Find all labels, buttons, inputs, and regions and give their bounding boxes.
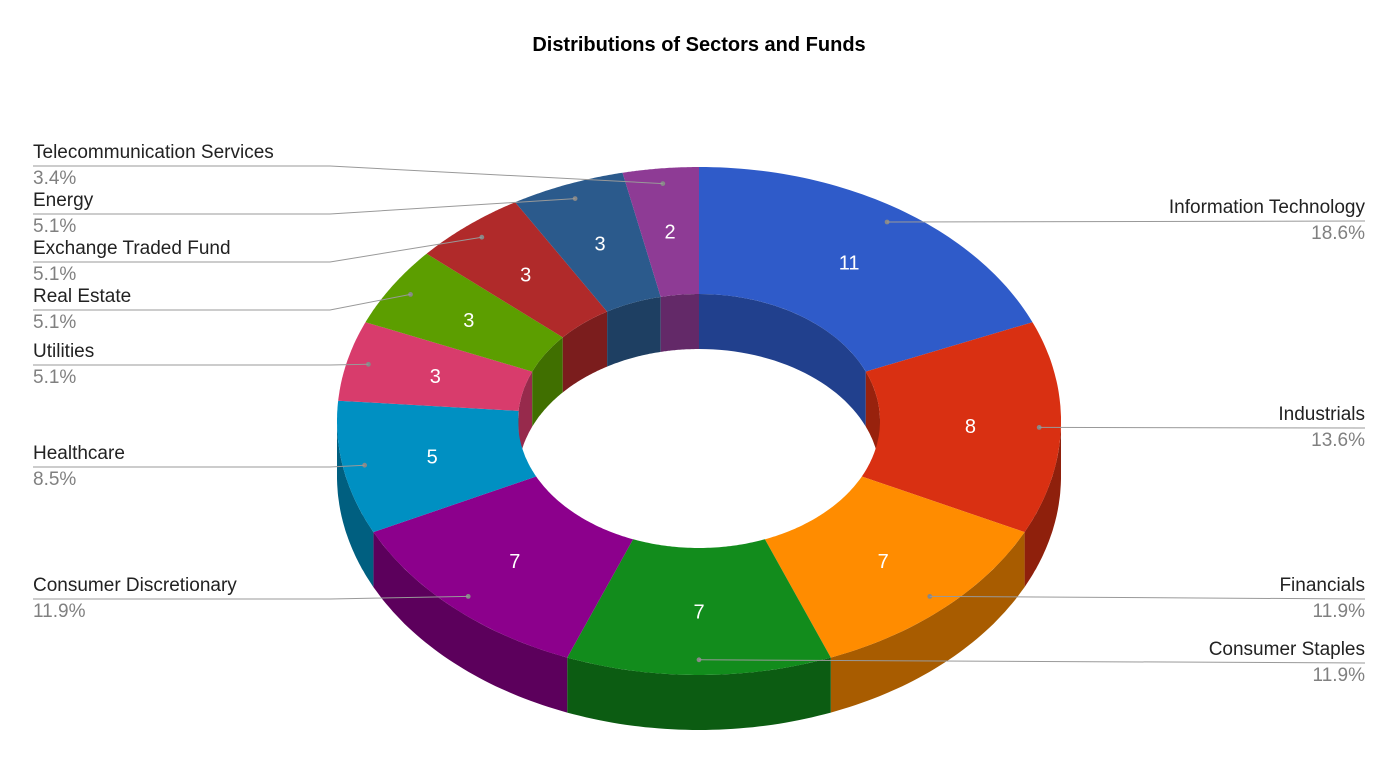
slice-value-exchange-traded-fund: 3 xyxy=(520,264,531,286)
label-energy: Energy xyxy=(33,190,94,211)
leader-line-information-technology xyxy=(887,220,1366,223)
leader-line-healthcare xyxy=(33,464,365,468)
leader-line-energy xyxy=(33,198,576,215)
percent-telecommunication-services: 3.4% xyxy=(33,168,76,189)
slice-value-real-estate: 3 xyxy=(463,310,474,332)
percent-real-estate: 5.1% xyxy=(33,312,76,333)
leader-line-consumer-staples xyxy=(698,659,1366,664)
slice-values: 11 8 7 7 7 5 3 3 3 3 2 xyxy=(427,222,976,624)
leader-dot-consumer-staples xyxy=(696,657,702,663)
slice-value-energy: 3 xyxy=(595,234,606,256)
leader-line-telecommunication-services xyxy=(33,165,663,185)
percent-financials: 11.9% xyxy=(1313,601,1366,622)
slice-utilities xyxy=(338,322,533,411)
slice-value-utilities: 3 xyxy=(430,366,441,388)
slice-financials xyxy=(764,476,1025,658)
label-healthcare: Healthcare xyxy=(33,443,125,464)
slice-inner-information-technology-0 xyxy=(699,294,866,427)
slice-energy xyxy=(515,172,661,312)
slice-inner-telecommunication-services-1 xyxy=(660,294,699,352)
slice-inner-real-estate-1 xyxy=(532,337,563,427)
percent-consumer-discretionary: 11.9% xyxy=(33,601,86,622)
chart-title: Distributions of Sectors and Funds xyxy=(532,34,865,56)
slice-labels: Information Technology 18.6% Industrials 13… xyxy=(33,142,1365,686)
leader-line-financials xyxy=(929,595,1366,600)
slice-depth-healthcare xyxy=(337,421,374,588)
percent-utilities: 5.1% xyxy=(33,367,76,388)
percent-energy: 5.1% xyxy=(33,216,76,237)
slice-healthcare xyxy=(337,400,537,533)
label-financials: Financials xyxy=(1279,575,1365,596)
slice-real-estate xyxy=(365,253,563,372)
percent-information-technology: 18.6% xyxy=(1311,223,1365,244)
slice-value-consumer-discretionary: 7 xyxy=(509,551,520,573)
slice-inner-utilities-1 xyxy=(518,371,533,466)
donut-depth xyxy=(337,421,1061,730)
leader-line-real-estate xyxy=(33,293,411,311)
leader-line-exchange-traded-fund xyxy=(33,236,482,263)
slice-telecommunication-services xyxy=(622,167,699,297)
slice-consumer-discretionary xyxy=(373,476,634,658)
slice-consumer-staples xyxy=(567,539,831,675)
slice-value-information-technology: 11 xyxy=(839,252,860,274)
percent-industrials: 13.6% xyxy=(1311,430,1365,451)
label-utilities: Utilities xyxy=(33,341,94,362)
slice-value-consumer-staples: 7 xyxy=(693,602,704,624)
percent-consumer-staples: 11.9% xyxy=(1313,665,1366,686)
label-consumer-discretionary: Consumer Discretionary xyxy=(33,575,237,596)
label-exchange-traded-fund: Exchange Traded Fund xyxy=(33,238,231,259)
label-telecommunication-services: Telecommunication Services xyxy=(33,142,274,163)
leader-line-industrials xyxy=(1039,426,1366,429)
leader-line-consumer-discretionary xyxy=(33,595,469,600)
donut-inner-wall xyxy=(518,294,880,476)
label-consumer-staples: Consumer Staples xyxy=(1209,639,1365,660)
slice-depth-financials xyxy=(830,532,1025,713)
label-real-estate: Real Estate xyxy=(33,286,131,307)
slice-value-industrials: 8 xyxy=(965,416,976,438)
percent-healthcare: 8.5% xyxy=(33,469,76,490)
slice-inner-energy-1 xyxy=(607,296,661,367)
label-information-technology: Information Technology xyxy=(1169,197,1366,218)
slice-information-technology xyxy=(699,167,1033,372)
slice-depth-consumer-staples xyxy=(567,657,831,730)
slice-depth-industrials xyxy=(1024,421,1061,588)
leader-line-utilities xyxy=(33,363,369,366)
label-industrials: Industrials xyxy=(1278,404,1365,425)
slice-industrials xyxy=(861,322,1061,533)
donut-slices xyxy=(337,167,1061,675)
leader-lines xyxy=(33,165,1366,664)
slice-depth-consumer-discretionary xyxy=(373,532,568,713)
leader-dot-financials xyxy=(927,594,933,599)
slice-value-financials: 7 xyxy=(878,551,889,573)
slice-exchange-traded-fund xyxy=(426,202,608,338)
slice-value-telecommunication-services: 2 xyxy=(665,222,676,244)
slice-inner-exchange-traded-fund-1 xyxy=(562,311,608,393)
percent-exchange-traded-fund: 5.1% xyxy=(33,264,76,285)
slice-value-healthcare: 5 xyxy=(427,446,438,468)
